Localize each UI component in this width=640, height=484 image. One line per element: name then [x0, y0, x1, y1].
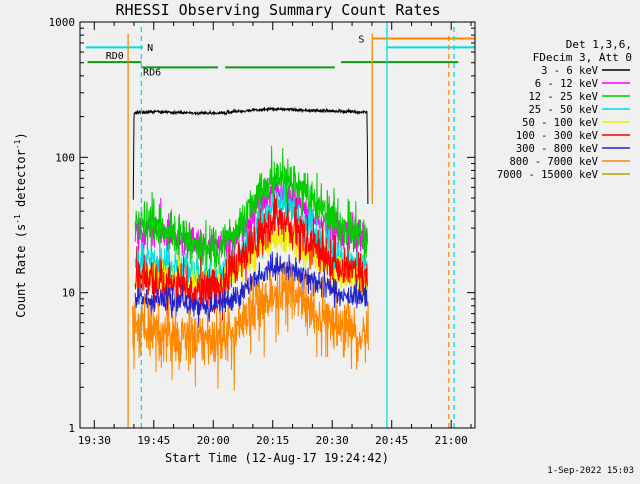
legend-entry-label: 300 - 800 keV [516, 143, 599, 155]
y-axis-label: Count Rate (s-1 detector-1) [13, 132, 28, 317]
flag-label-s: S [358, 34, 364, 45]
y-tick-label: 100 [55, 151, 75, 164]
x-tick-label: 20:15 [256, 434, 289, 447]
x-tick-label: 20:30 [316, 434, 349, 447]
x-tick-label: 21:00 [435, 434, 468, 447]
series-300-800-kev [134, 251, 368, 328]
legend-header-fdecim: FDecim 3, Att 0 [533, 51, 632, 64]
flag-label-n: N [147, 43, 153, 54]
legend-entry-label: 7000 - 15000 keV [497, 169, 599, 181]
legend-entry-label: 50 - 100 keV [522, 117, 599, 129]
series-100-300-kev [134, 194, 368, 321]
axis-ticks [80, 21, 475, 429]
x-tick-label: 20:45 [375, 434, 408, 447]
x-tick-label: 19:45 [137, 434, 170, 447]
flag-label-rd6: RD6 [143, 67, 161, 78]
plot-timestamp: 1-Sep-2022 15:03 [547, 466, 634, 476]
legend-entry-label: 6 - 12 keV [535, 78, 599, 90]
plot-frame [79, 21, 476, 429]
y-tick-label: 1000 [49, 16, 76, 29]
y-tick-label: 1 [68, 422, 75, 435]
legend-entry-label: 800 - 7000 keV [509, 156, 598, 168]
legend-header-detectors: Det 1,3,6, [566, 38, 632, 51]
x-tick-label: 19:30 [78, 434, 111, 447]
y-axis-label-text: Count Rate (s-1 detector-1) [13, 132, 28, 317]
series-12-25-kev [134, 145, 368, 279]
x-tick-label: 20:00 [197, 434, 230, 447]
legend-entry-label: 25 - 50 keV [528, 104, 598, 116]
y-tick-label: 10 [62, 287, 75, 300]
plot-area: 19:30 19:45 20:00 20:15 20:30 20:45 21:00 1 10 10… [49, 16, 476, 447]
legend-entry-label: 12 - 25 keV [528, 91, 598, 103]
legend-entry-label: 100 - 300 keV [516, 130, 599, 142]
flag-label-rd0: RD0 [106, 51, 124, 62]
x-axis-label: Start Time (12-Aug-17 19:24:42) [165, 451, 389, 465]
series-3-6-kev [132, 106, 369, 205]
series-800-7000-kev [131, 261, 369, 391]
chart-title: RHESSI Observing Summary Count Rates [115, 1, 440, 19]
legend-entry-label: 3 - 6 keV [541, 65, 599, 77]
